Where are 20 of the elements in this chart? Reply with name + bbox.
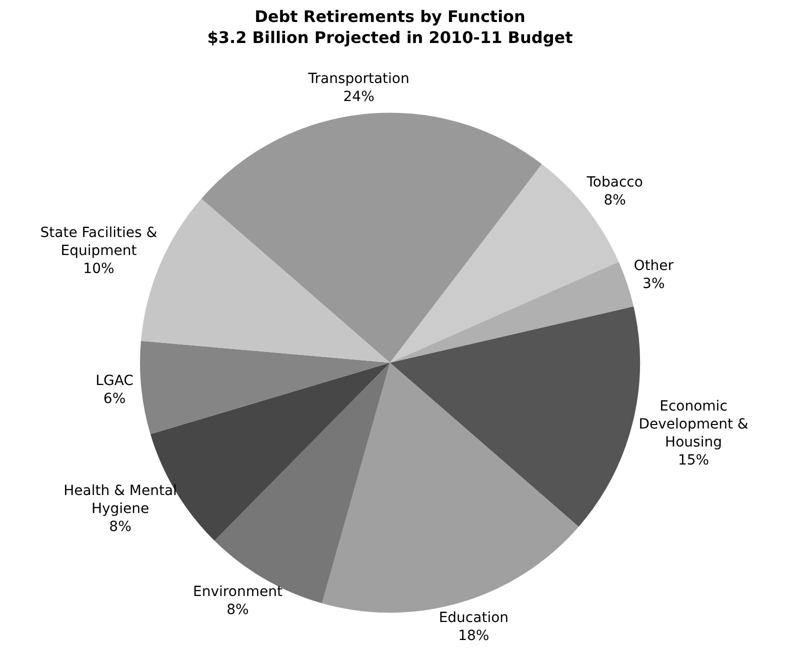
slice-label: State Facilities & Equipment — [40, 224, 158, 259]
data-label: 24% — [343, 88, 374, 105]
slice-label: Tobacco — [586, 174, 643, 191]
slice-label: Economic Development & Housing — [638, 398, 748, 450]
slice-label: LGAC — [96, 373, 134, 390]
data-label: 8% — [226, 602, 249, 618]
chart-subtitle: $3.2 Billion Projected in 2010-11 Budget — [207, 28, 574, 47]
data-label: 18% — [458, 628, 490, 644]
slice-label: Environment — [193, 584, 283, 600]
data-label: 15% — [678, 452, 710, 468]
data-label: 10% — [83, 260, 114, 277]
data-label: 6% — [103, 391, 126, 408]
slice-label: Health & Mental Hygiene — [64, 483, 177, 518]
data-label: 8% — [604, 192, 626, 209]
slice-label: Transportation — [307, 70, 410, 87]
chart-title: Debt Retirements by Function — [254, 6, 526, 26]
data-label: 3% — [642, 276, 665, 292]
data-label: 8% — [109, 519, 132, 536]
slice-label: Other — [634, 258, 674, 274]
slice-label: Education — [438, 610, 509, 626]
